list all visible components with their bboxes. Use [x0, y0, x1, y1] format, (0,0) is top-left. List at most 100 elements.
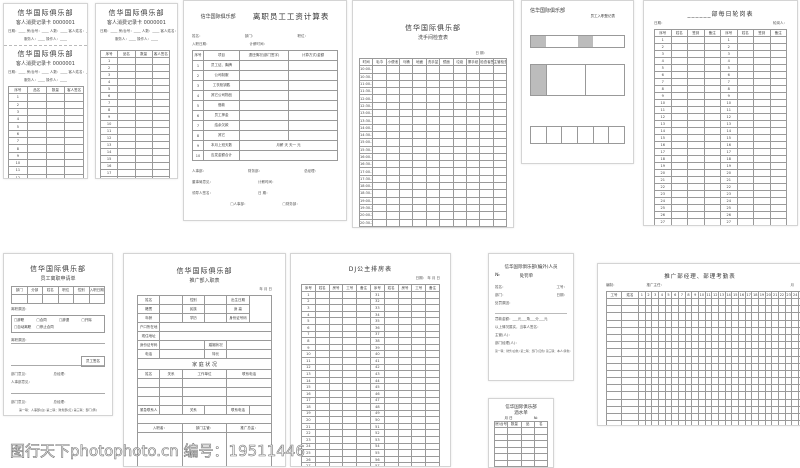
- table-cell: [357, 292, 371, 299]
- table-cell: [759, 342, 766, 349]
- table-row: 姓名性别出生日期: [138, 296, 272, 305]
- table-cell: [400, 80, 413, 87]
- table-cell: 19:30-20:00: [360, 204, 373, 211]
- table-cell: [752, 306, 759, 313]
- table-cell: [665, 399, 672, 406]
- reason-option[interactable]: □合同: [37, 318, 58, 323]
- table-cell: [712, 356, 719, 363]
- table-cell: [685, 306, 692, 313]
- table-cell: 品名: [27, 87, 46, 94]
- table-cell: [785, 378, 792, 385]
- table-cell: 10:30-11:00: [360, 73, 373, 80]
- table-cell: [759, 385, 766, 392]
- table-cell: [315, 357, 329, 364]
- table-cell: [373, 110, 386, 117]
- table-cell: 17: [745, 292, 752, 299]
- table-cell: [704, 212, 721, 219]
- table-cell: [118, 170, 135, 177]
- table-cell: [754, 44, 771, 51]
- table-cell: 关系: [160, 370, 182, 379]
- table-cell: [160, 406, 182, 415]
- table-cell: [65, 116, 84, 123]
- table-cell: [357, 430, 371, 437]
- penalty-field: 部门经理(人)：: [495, 341, 567, 346]
- table-cell: [672, 320, 679, 327]
- table-cell: [671, 226, 688, 227]
- table-cell: 10: [9, 159, 28, 166]
- table-cell: [493, 146, 506, 153]
- table-cell: [639, 392, 646, 399]
- table-cell: [453, 183, 466, 190]
- table-cell: [426, 311, 440, 318]
- table-cell: [480, 80, 493, 87]
- table-cell: [135, 100, 152, 107]
- card-fields: 日期：____ 房/台号：____ 人数：____ 客人姓名：____: [8, 70, 83, 75]
- table-cell: [704, 156, 721, 163]
- penalty-field: 处罚原因：: [495, 301, 567, 306]
- table-cell: [652, 378, 659, 385]
- consume-table: 序号品名数量客人签名123456789101112131415161718192…: [100, 50, 170, 179]
- table-cell: [329, 364, 343, 371]
- header-row: 序号品名数量客人签名: [9, 87, 84, 94]
- table-cell: [400, 190, 413, 197]
- checkbox-hr[interactable]: □人事部：: [230, 202, 247, 207]
- field-pay-time: 计薪时间：: [250, 42, 268, 47]
- table-cell: [329, 371, 343, 378]
- reason-option[interactable]: □开除: [82, 318, 103, 323]
- table-cell: [493, 95, 506, 102]
- reason-option[interactable]: □自动离职: [14, 325, 35, 330]
- table-cell: [204, 296, 226, 305]
- table-cell: [384, 423, 398, 430]
- table-cell: [652, 313, 659, 320]
- table-cell: [679, 392, 686, 399]
- table-row: 户口所在地: [138, 323, 272, 332]
- table-cell: 24: [792, 292, 799, 299]
- reason-option[interactable]: □辞职: [14, 318, 35, 323]
- table-cell: [386, 131, 399, 138]
- table-cell: [672, 385, 679, 392]
- table-cell: [426, 66, 439, 73]
- table-cell: [752, 414, 759, 421]
- table-cell: [719, 385, 726, 392]
- table-cell: [712, 363, 719, 370]
- checkbox-finance[interactable]: □财务部：: [283, 202, 300, 207]
- table-cell: 13:30-14:00: [360, 117, 373, 124]
- table-cell: [725, 306, 732, 313]
- table-row: 8: [9, 145, 84, 152]
- table-cell: [770, 212, 787, 219]
- table-cell: [343, 338, 357, 345]
- table-cell: [135, 149, 152, 156]
- table-cell: 41: [370, 357, 384, 364]
- table-cell: [412, 397, 426, 404]
- table-cell: [315, 450, 329, 457]
- table-cell: [754, 226, 771, 227]
- table-cell: 房号: [398, 285, 412, 292]
- table-row: 18: [101, 177, 170, 180]
- table-cell: 4: [721, 58, 738, 65]
- table-cell: [398, 423, 412, 430]
- table-cell: [737, 149, 754, 156]
- table-cell: [152, 65, 169, 72]
- table-row: 7: [9, 138, 84, 145]
- table-cell: [426, 183, 439, 190]
- table-row: 1: [9, 94, 84, 101]
- reason-option[interactable]: □停止合同: [37, 325, 58, 330]
- table-cell: [671, 51, 688, 58]
- footer-board: 董事局意见：: [192, 180, 213, 185]
- table-cell: [453, 212, 466, 219]
- table-cell: [704, 128, 721, 135]
- table-cell: [719, 306, 726, 313]
- table-cell: 27: [302, 463, 316, 467]
- table-cell: [373, 175, 386, 182]
- table-cell: [737, 135, 754, 142]
- reason-option[interactable]: □辞退: [59, 318, 80, 323]
- table-cell: [688, 149, 705, 156]
- table-cell: [118, 93, 135, 100]
